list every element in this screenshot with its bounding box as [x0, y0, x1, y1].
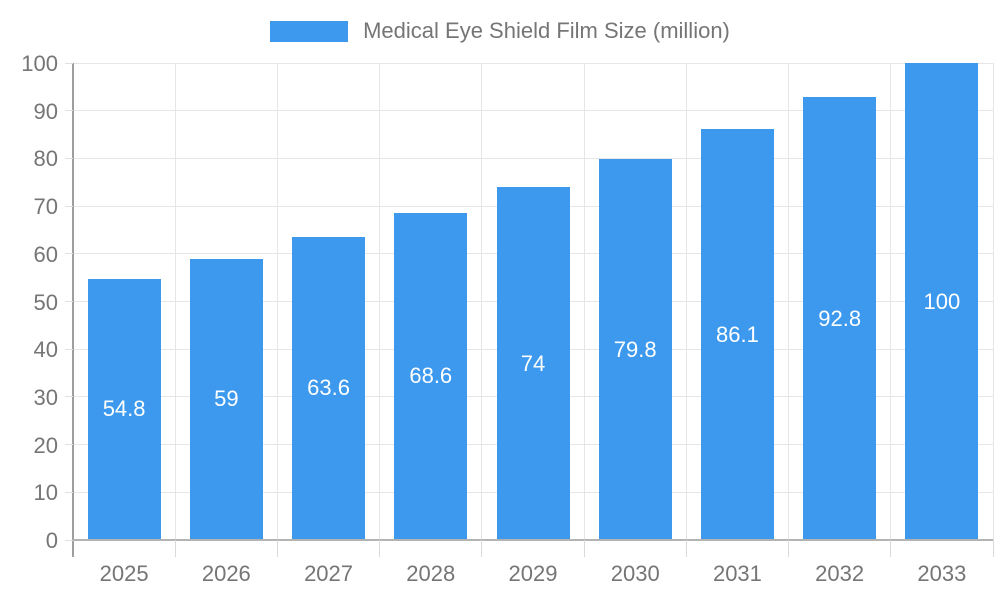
plot-area: 54.8 59 63.6 68.6 74 79.8 86.1 92.8 100 [73, 62, 994, 540]
bar-value-label: 100 [923, 288, 961, 314]
bar-2027[interactable]: 63.6 [292, 236, 366, 540]
y-axis-tick-label: 0 [45, 528, 58, 553]
x-axis-tick [788, 540, 790, 557]
y-axis-tick-label: 10 [33, 480, 58, 506]
y-axis-line [72, 63, 74, 557]
y-axis-tick-label: 80 [33, 146, 58, 172]
chart-legend: Medical Eye Shield Film Size (million) [0, 18, 1000, 44]
bar-2033[interactable]: 100 [905, 63, 979, 540]
y-axis-tick-label: 50 [33, 289, 58, 315]
bar-value-label: 79.8 [613, 336, 657, 362]
y-axis-tick-label: 20 [33, 432, 58, 458]
bar-value-label: 54.8 [102, 396, 146, 422]
y-gridline [73, 110, 993, 112]
y-gridline [73, 62, 993, 64]
x-axis-tick-label: 2026 [201, 561, 251, 586]
bar-value-label: 74 [520, 350, 546, 376]
y-axis-tick [65, 539, 73, 541]
y-axis-tick [65, 301, 73, 302]
x-axis-tick-label: 2030 [610, 561, 660, 586]
x-axis-tick-label: 2027 [304, 561, 354, 586]
bar-2028[interactable]: 68.6 [394, 212, 468, 540]
x-gridline [890, 63, 892, 540]
legend-item[interactable]: Medical Eye Shield Film Size (million) [270, 18, 730, 44]
x-gridline [788, 63, 790, 540]
y-axis-tick [65, 444, 73, 446]
x-axis-tick [379, 540, 381, 557]
x-axis-tick [174, 540, 176, 557]
y-axis-tick [65, 491, 73, 493]
x-gridline [379, 63, 381, 540]
x-axis-tick-label: 2029 [508, 561, 558, 586]
y-axis-tick-label: 30 [33, 384, 58, 410]
y-gridline [73, 157, 993, 159]
x-gridline [276, 63, 278, 540]
y-axis-tick-label: 90 [33, 98, 58, 124]
bar-2026[interactable]: 59 [189, 258, 263, 540]
bar-2032[interactable]: 92.8 [803, 97, 877, 540]
x-axis-tick [481, 540, 483, 557]
x-axis-tick [890, 540, 892, 557]
y-axis-tick-label: 60 [33, 241, 58, 267]
x-axis-tick [685, 540, 687, 557]
bar-2030[interactable]: 79.8 [598, 159, 672, 540]
x-axis-tick-label: 2032 [815, 561, 865, 586]
y-axis-tick-label: 100 [21, 51, 58, 76]
bar-value-label: 68.6 [409, 363, 453, 389]
bar-2031[interactable]: 86.1 [700, 129, 774, 540]
x-gridline [685, 63, 687, 540]
x-axis-tick-label: 2033 [917, 561, 967, 586]
y-axis-tick [65, 110, 73, 112]
bar-value-label: 59 [214, 386, 239, 412]
x-axis-tick-label: 2028 [406, 561, 456, 586]
x-axis-tick [276, 540, 278, 557]
x-gridline [583, 63, 585, 540]
x-axis-tick [583, 540, 585, 557]
bar-2029[interactable]: 74 [496, 187, 570, 540]
x-axis-tick-label: 2031 [712, 561, 762, 586]
x-gridline [174, 63, 176, 540]
bar-value-label: 63.6 [307, 375, 350, 401]
y-axis-tick-label: 40 [33, 337, 58, 363]
y-axis-tick-label: 70 [33, 194, 58, 220]
y-axis-tick [65, 157, 73, 159]
y-axis-tick [65, 348, 73, 350]
bar-value-label: 86.1 [716, 321, 759, 347]
x-axis-tick-label: 2025 [99, 561, 149, 586]
x-axis-baseline [73, 539, 993, 541]
y-axis-tick [65, 253, 73, 255]
x-gridline [992, 63, 994, 540]
legend-series-label: Medical Eye Shield Film Size (million) [363, 18, 730, 43]
x-gridline [481, 63, 483, 540]
x-axis-tick [992, 540, 994, 557]
bar-2025[interactable]: 54.8 [87, 278, 161, 540]
legend-color-swatch [270, 20, 349, 42]
y-axis-tick [65, 62, 73, 64]
y-axis-tick [65, 205, 73, 207]
bar-value-label: 92.8 [818, 305, 862, 331]
y-axis-tick [65, 396, 73, 398]
